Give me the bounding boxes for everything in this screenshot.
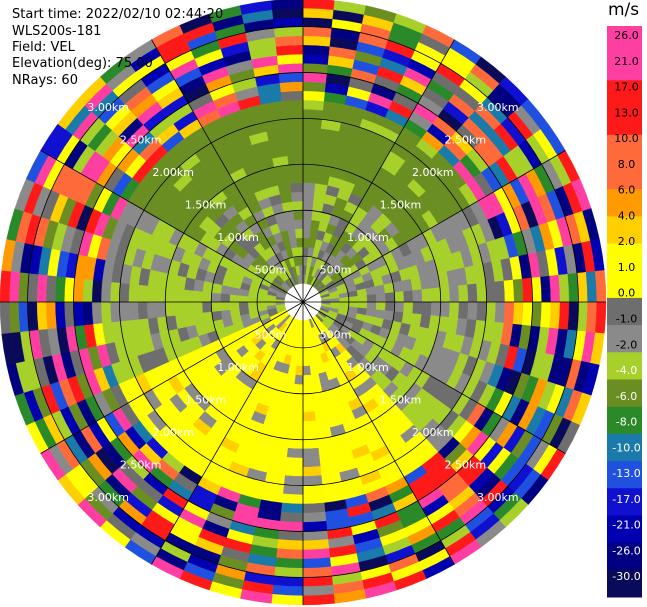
colorbar-swatch	[607, 433, 642, 462]
colorbar-tick-label: 21.0	[614, 55, 639, 68]
nrays-label: NRays: 60	[12, 73, 78, 88]
range-ring-label: 2.00km	[152, 166, 194, 179]
colorbar-swatch	[607, 515, 642, 544]
colorbar-tick-label: -8.0	[616, 416, 637, 429]
range-ring-label: 3.00km	[87, 491, 129, 504]
range-ring-labels: 500m 500m 500m 500m 1.00km 1.00km 1.00km 1.00km…	[87, 101, 518, 504]
colorbar-tick-label: -10.0	[612, 441, 640, 454]
colorbar-tick-label: -26.0	[612, 544, 640, 557]
azimuth-spokes	[0, 0, 606, 605]
colorbar-tick-label: 10.0	[614, 132, 639, 145]
colorbar-tick-label: -17.0	[612, 493, 640, 506]
range-ring-label: 500m	[320, 328, 352, 341]
colorbar-swatch	[607, 542, 642, 571]
range-ring-label: 3.00km	[87, 101, 129, 114]
range-ring-label: 1.50km	[380, 199, 422, 212]
elevation-label: Elevation(deg): 75.00	[12, 56, 153, 71]
azimuth-spoke	[151, 39, 304, 303]
colorbar-swatch	[607, 216, 642, 245]
colorbar-tick-label: 6.0	[618, 184, 636, 197]
ppi-cells	[0, 0, 607, 606]
colorbar-swatch	[607, 134, 642, 163]
range-ring-label: 1.00km	[217, 361, 259, 374]
colorbar-tick-label: -2.0	[616, 338, 637, 351]
colorbar-tick-label: -21.0	[612, 519, 640, 532]
range-ring-label: 2.00km	[152, 426, 194, 439]
colorbar-swatch	[607, 189, 642, 217]
colorbar-ticks: 26.0 21.0 17.0 13.0 10.0 8.0 6.0 4.0 2.0 1.0 0.0 -1…	[612, 29, 640, 583]
colorbar-swatch	[607, 26, 642, 54]
colorbar-tick-label: 26.0	[614, 29, 639, 42]
colorbar-tick-label: -13.0	[612, 467, 640, 480]
colorbar-swatch	[607, 243, 642, 272]
range-ring-label: 2.00km	[412, 426, 454, 439]
range-ring-label: 1.00km	[217, 231, 259, 244]
azimuth-spoke	[302, 301, 455, 565]
colorbar-swatch	[607, 488, 642, 516]
azimuth-spoke	[40, 150, 304, 303]
colorbar-swatch	[607, 569, 642, 598]
colorbar-swatch	[607, 352, 642, 380]
ppi-cell	[0, 301, 12, 334]
colorbar-cells	[607, 26, 642, 598]
azimuth-spoke	[302, 150, 566, 303]
colorbar-swatch	[607, 297, 642, 326]
colorbar-tick-label: 8.0	[618, 158, 636, 171]
ppi-cell	[271, 0, 304, 11]
colorbar-tick-label: 17.0	[614, 81, 639, 94]
colorbar-swatch	[607, 379, 642, 408]
instrument-label: WLS200s-181	[12, 24, 102, 39]
colorbar-tick-label: 1.0	[618, 261, 636, 274]
colorbar-swatch	[607, 161, 642, 190]
colorbar-swatch	[607, 325, 642, 353]
range-ring-label: 1.00km	[347, 361, 389, 374]
range-ring-label: 2.00km	[412, 166, 454, 179]
range-ring-label: 1.50km	[380, 393, 422, 406]
range-ring-label: 3.00km	[477, 101, 519, 114]
colorbar-tick-label: -6.0	[616, 390, 637, 403]
azimuth-spoke	[302, 39, 455, 303]
azimuth-spoke	[302, 301, 566, 454]
range-ring-label: 1.00km	[347, 231, 389, 244]
colorbar-swatch	[607, 53, 642, 81]
colorbar-tick-label: 13.0	[614, 106, 639, 119]
colorbar-swatch	[607, 406, 642, 435]
range-ring-label: 2.50km	[445, 134, 487, 147]
range-ring-label: 2.50km	[445, 458, 487, 471]
colorbar-tick-label: -1.0	[616, 313, 637, 326]
colorbar-tick-label: 4.0	[618, 209, 636, 222]
colorbar-swatch	[607, 80, 642, 109]
azimuth-spoke	[151, 301, 304, 565]
colorbar-tick-label: 2.0	[618, 235, 636, 248]
colorbar-swatch	[607, 461, 642, 489]
range-ring-label: 2.50km	[120, 134, 162, 147]
colorbar-tick-label: 0.0	[618, 287, 636, 300]
colorbar-swatch	[607, 107, 642, 136]
range-ring-label: 500m	[255, 264, 287, 277]
range-ring-label: 1.50km	[185, 393, 227, 406]
colorbar-swatch	[607, 270, 642, 299]
range-ring-label: 1.50km	[185, 199, 227, 212]
field-label: Field: VEL	[12, 40, 75, 55]
range-ring-label: 500m	[255, 328, 287, 341]
colorbar-tick-label: -4.0	[616, 364, 637, 377]
colorbar-tick-label: -30.0	[612, 570, 640, 583]
range-ring-label: 500m	[320, 264, 352, 277]
colorbar-unit: m/s	[608, 0, 640, 20]
start-time-label: Start time: 2022/02/10 02:44:20	[12, 7, 224, 22]
range-ring-label: 3.00km	[477, 491, 519, 504]
range-ring-label: 2.50km	[120, 458, 162, 471]
azimuth-spoke	[40, 301, 304, 454]
